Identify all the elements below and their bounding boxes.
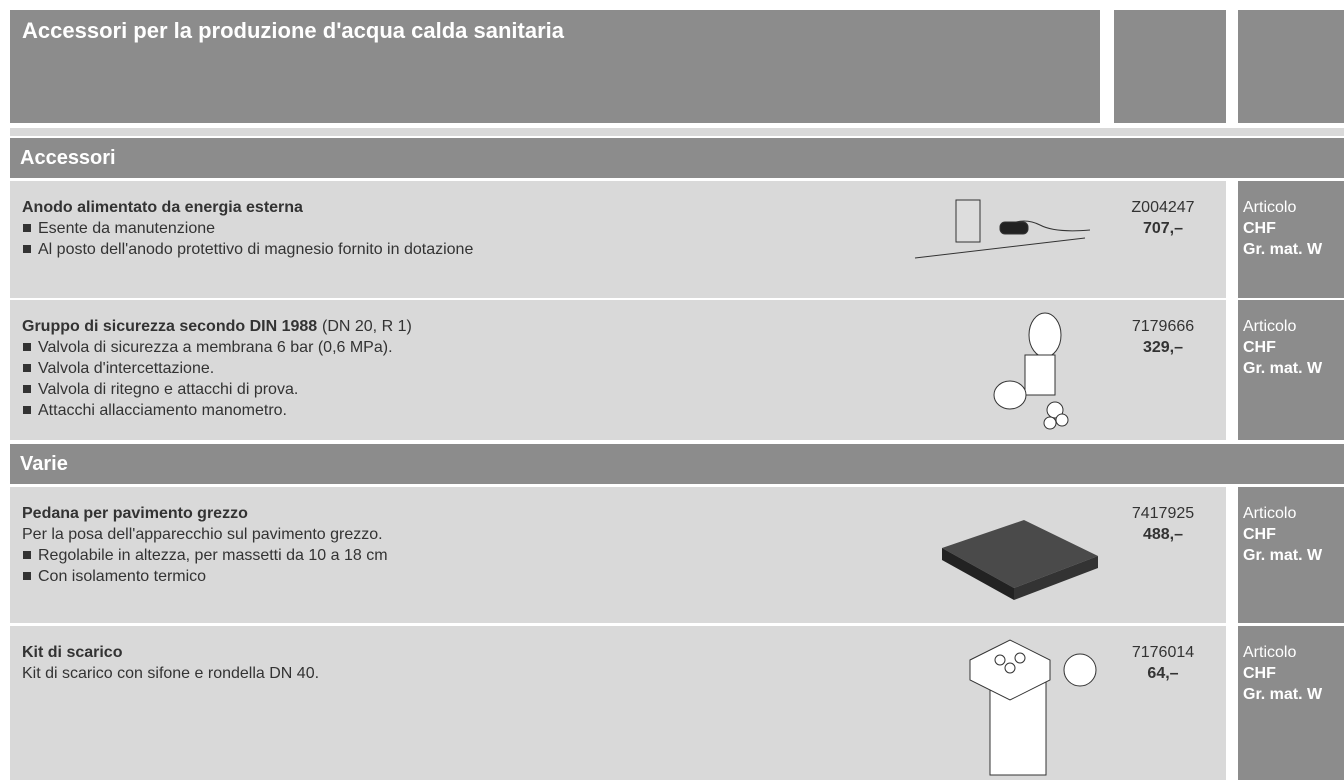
item-code: 7176014 [1131, 644, 1195, 661]
code-bg [1100, 626, 1226, 780]
code-bg [1100, 300, 1226, 440]
item-label: Gr. mat. W [1243, 547, 1323, 564]
item-name: Anodo alimentato da energia esterna [22, 199, 303, 216]
item-label: Gr. mat. W [1243, 360, 1323, 377]
item-name: Gruppo di sicurezza secondo DIN 1988 [22, 318, 318, 335]
item-label: Gr. mat. W [1243, 241, 1323, 258]
label-bg [1238, 626, 1344, 780]
item-line: Valvola di sicurezza a membrana 6 bar (0… [22, 337, 393, 358]
item-label: Articolo [1243, 199, 1297, 216]
header-col [1114, 10, 1226, 123]
code-bg [1100, 181, 1226, 298]
item-name: Kit di scarico [22, 644, 123, 661]
item-code: Z004247 [1131, 199, 1195, 216]
item-label: CHF [1243, 526, 1276, 543]
code-bg [1100, 487, 1226, 623]
item-label: CHF [1243, 220, 1276, 237]
item-label: Articolo [1243, 505, 1297, 522]
item-line: Regolabile in altezza, per massetti da 1… [22, 545, 388, 566]
divider [10, 128, 1344, 136]
item-line: Al posto dell'anodo protettivo di magnes… [22, 239, 473, 260]
item-line: Valvola d'intercettazione. [22, 358, 214, 379]
item-line: Valvola di ritegno e attacchi di prova. [22, 379, 298, 400]
item-price: 64,– [1147, 665, 1179, 682]
item-price: 707,– [1142, 220, 1184, 237]
item-code: 7179666 [1131, 318, 1195, 335]
label-bg [1238, 300, 1344, 440]
label-bg [1238, 181, 1344, 298]
item-label: Gr. mat. W [1243, 686, 1323, 703]
item-line: Attacchi allacciamento manometro. [22, 400, 287, 421]
item-line: Per la posa dell'apparecchio sul pavimen… [22, 526, 383, 543]
item-line: Kit di scarico con sifone e rondella DN … [22, 665, 320, 682]
label-bg [1238, 487, 1344, 623]
item-line: Con isolamento termico [22, 566, 206, 587]
section-header: Accessori [10, 138, 1344, 178]
section-header: Varie [10, 444, 1344, 484]
item-price: 329,– [1142, 339, 1184, 356]
item-code: 7417925 [1131, 505, 1195, 522]
row-bg [10, 626, 1100, 780]
item-label: Articolo [1243, 644, 1297, 661]
item-name-suffix: (DN 20, R 1) [322, 318, 412, 335]
item-label: CHF [1243, 665, 1276, 682]
item-name: Pedana per pavimento grezzo [22, 505, 248, 522]
item-price: 488,– [1142, 526, 1184, 543]
item-line: Esente da manutenzione [22, 218, 215, 239]
page-title: Accessori per la produzione d'acqua cald… [22, 18, 564, 43]
header-band [10, 10, 1100, 123]
item-label: Articolo [1243, 318, 1297, 335]
item-label: CHF [1243, 339, 1276, 356]
header-col [1238, 10, 1344, 123]
